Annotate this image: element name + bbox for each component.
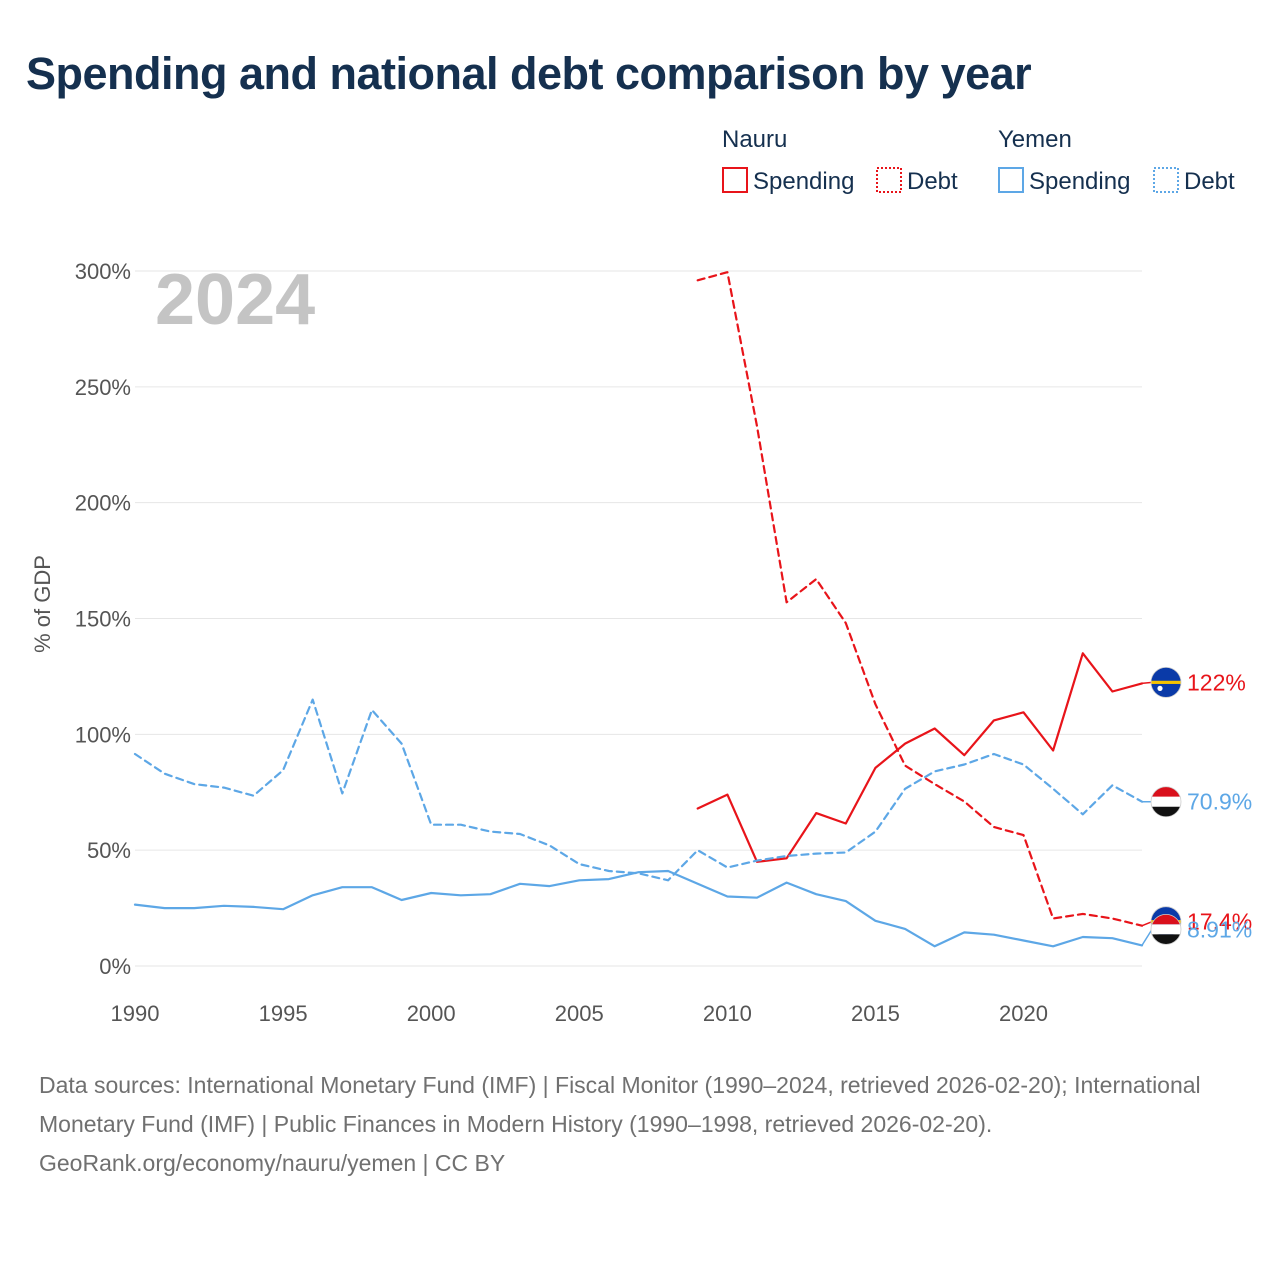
series-line-yemen-debt: [133, 698, 1144, 882]
legend-group-yemen: Yemen Spending Debt: [998, 126, 1235, 195]
gridlines: [135, 270, 1142, 967]
end-connector: [1141, 928, 1153, 946]
x-tick-label: 2000: [407, 1001, 456, 1026]
yemen-flag-icon: [1150, 913, 1182, 945]
x-tick-label: 2010: [703, 1001, 752, 1026]
end-value-label: 8.91%: [1187, 916, 1252, 942]
legend-item-label[interactable]: Debt: [907, 168, 958, 195]
legend-swatch-dotted[interactable]: [1153, 167, 1179, 193]
current-year-label: 2024: [155, 260, 315, 340]
end-connector: [1141, 681, 1153, 685]
legend-item-label[interactable]: Spending: [753, 168, 854, 195]
y-axis-label: % of GDP: [30, 555, 55, 653]
yemen-flag-icon: [1150, 786, 1182, 818]
legend-group-title: Yemen: [998, 126, 1072, 153]
y-tick-label: 0%: [99, 954, 131, 979]
legend: Nauru Spending Debt Yemen Spending Debt: [722, 126, 1235, 195]
series-line-nauru-spending: [696, 652, 1144, 863]
end-value-label: 122%: [1187, 669, 1246, 695]
series-layer: [133, 271, 1144, 948]
end-labels: 122% 17.4%8.91% 70.9%: [1141, 666, 1252, 946]
series-line-yemen-spending: [133, 869, 1144, 948]
legend-swatch-solid[interactable]: [722, 167, 748, 193]
y-tick-label: 50%: [87, 838, 131, 863]
legend-swatch-solid[interactable]: [998, 167, 1024, 193]
y-tick-label: 100%: [75, 722, 131, 747]
footer: Data sources: International Monetary Fun…: [39, 1066, 1249, 1183]
x-tick-label: 1995: [259, 1001, 308, 1026]
y-tick-label: 150%: [75, 607, 131, 632]
legend-item-label[interactable]: Spending: [1029, 168, 1130, 195]
legend-group-title: Nauru: [722, 126, 787, 153]
legend-swatch-dotted[interactable]: [876, 167, 902, 193]
y-tick-label: 200%: [75, 491, 131, 516]
end-value-label: 17.4%: [1187, 909, 1252, 935]
legend-item-label[interactable]: Debt: [1184, 168, 1235, 195]
x-tick-label: 2015: [851, 1001, 900, 1026]
line-chart: 0% 50% 100% 150% 200% 250% 300% 1990 1995 2000 200…: [30, 126, 1252, 1026]
legend-group-nauru: Nauru Spending Debt: [722, 126, 958, 195]
end-value-label: 70.9%: [1187, 789, 1252, 815]
y-tick-label: 300%: [75, 259, 131, 284]
attribution-link[interactable]: GeoRank.org/economy/nauru/yemen | CC BY: [39, 1150, 506, 1176]
axes: 0% 50% 100% 150% 200% 250% 300% 1990 1995 2000 200…: [75, 259, 1048, 1026]
series-line-nauru-debt: [696, 271, 1144, 927]
y-tick-label: 250%: [75, 375, 131, 400]
end-connector: [1141, 920, 1153, 927]
x-tick-label: 2020: [999, 1001, 1048, 1026]
data-sources-text: Data sources: International Monetary Fun…: [39, 1072, 1201, 1137]
x-tick-label: 2005: [555, 1001, 604, 1026]
nauru-flag-icon: [1150, 666, 1182, 698]
x-tick-label: 1990: [111, 1001, 160, 1026]
chart-title: Spending and national debt comparison by…: [26, 48, 1032, 99]
